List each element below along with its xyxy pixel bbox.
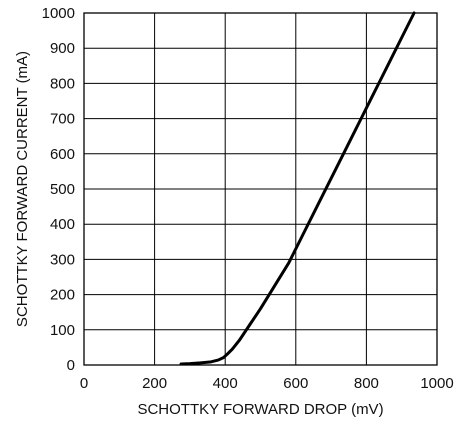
- y-tick-label: 500: [50, 181, 75, 198]
- x-tick-label: 200: [142, 375, 167, 392]
- x-tick-label: 600: [283, 375, 308, 392]
- x-tick-label: 800: [354, 375, 379, 392]
- y-axis-title: SCHOTTKY FORWARD CURRENT (mA): [14, 51, 31, 327]
- y-tick-label: 0: [67, 357, 75, 374]
- y-tick-labels: 0 100 200 300 400 500 600 700 800 900 1000: [42, 5, 75, 374]
- y-tick-label: 400: [50, 216, 75, 233]
- x-tick-label: 400: [213, 375, 238, 392]
- y-tick-label: 800: [50, 75, 75, 92]
- x-tick-labels: 0 200 400 600 800 1000: [80, 375, 454, 392]
- y-tick-label: 100: [50, 322, 75, 339]
- y-tick-label: 200: [50, 287, 75, 304]
- x-axis-title: SCHOTTKY FORWARD DROP (mV): [137, 401, 383, 418]
- series-line: [179, 11, 416, 366]
- y-tick-label: 1000: [42, 5, 75, 22]
- y-tick-label: 300: [50, 251, 75, 268]
- y-tick-label: 700: [50, 111, 75, 128]
- grid-lines: [83, 12, 438, 366]
- x-tick-label: 1000: [420, 375, 453, 392]
- plot-frame: [83, 12, 438, 366]
- y-tick-label: 900: [50, 40, 75, 57]
- y-tick-label: 600: [50, 146, 75, 163]
- x-tick-label: 0: [80, 375, 88, 392]
